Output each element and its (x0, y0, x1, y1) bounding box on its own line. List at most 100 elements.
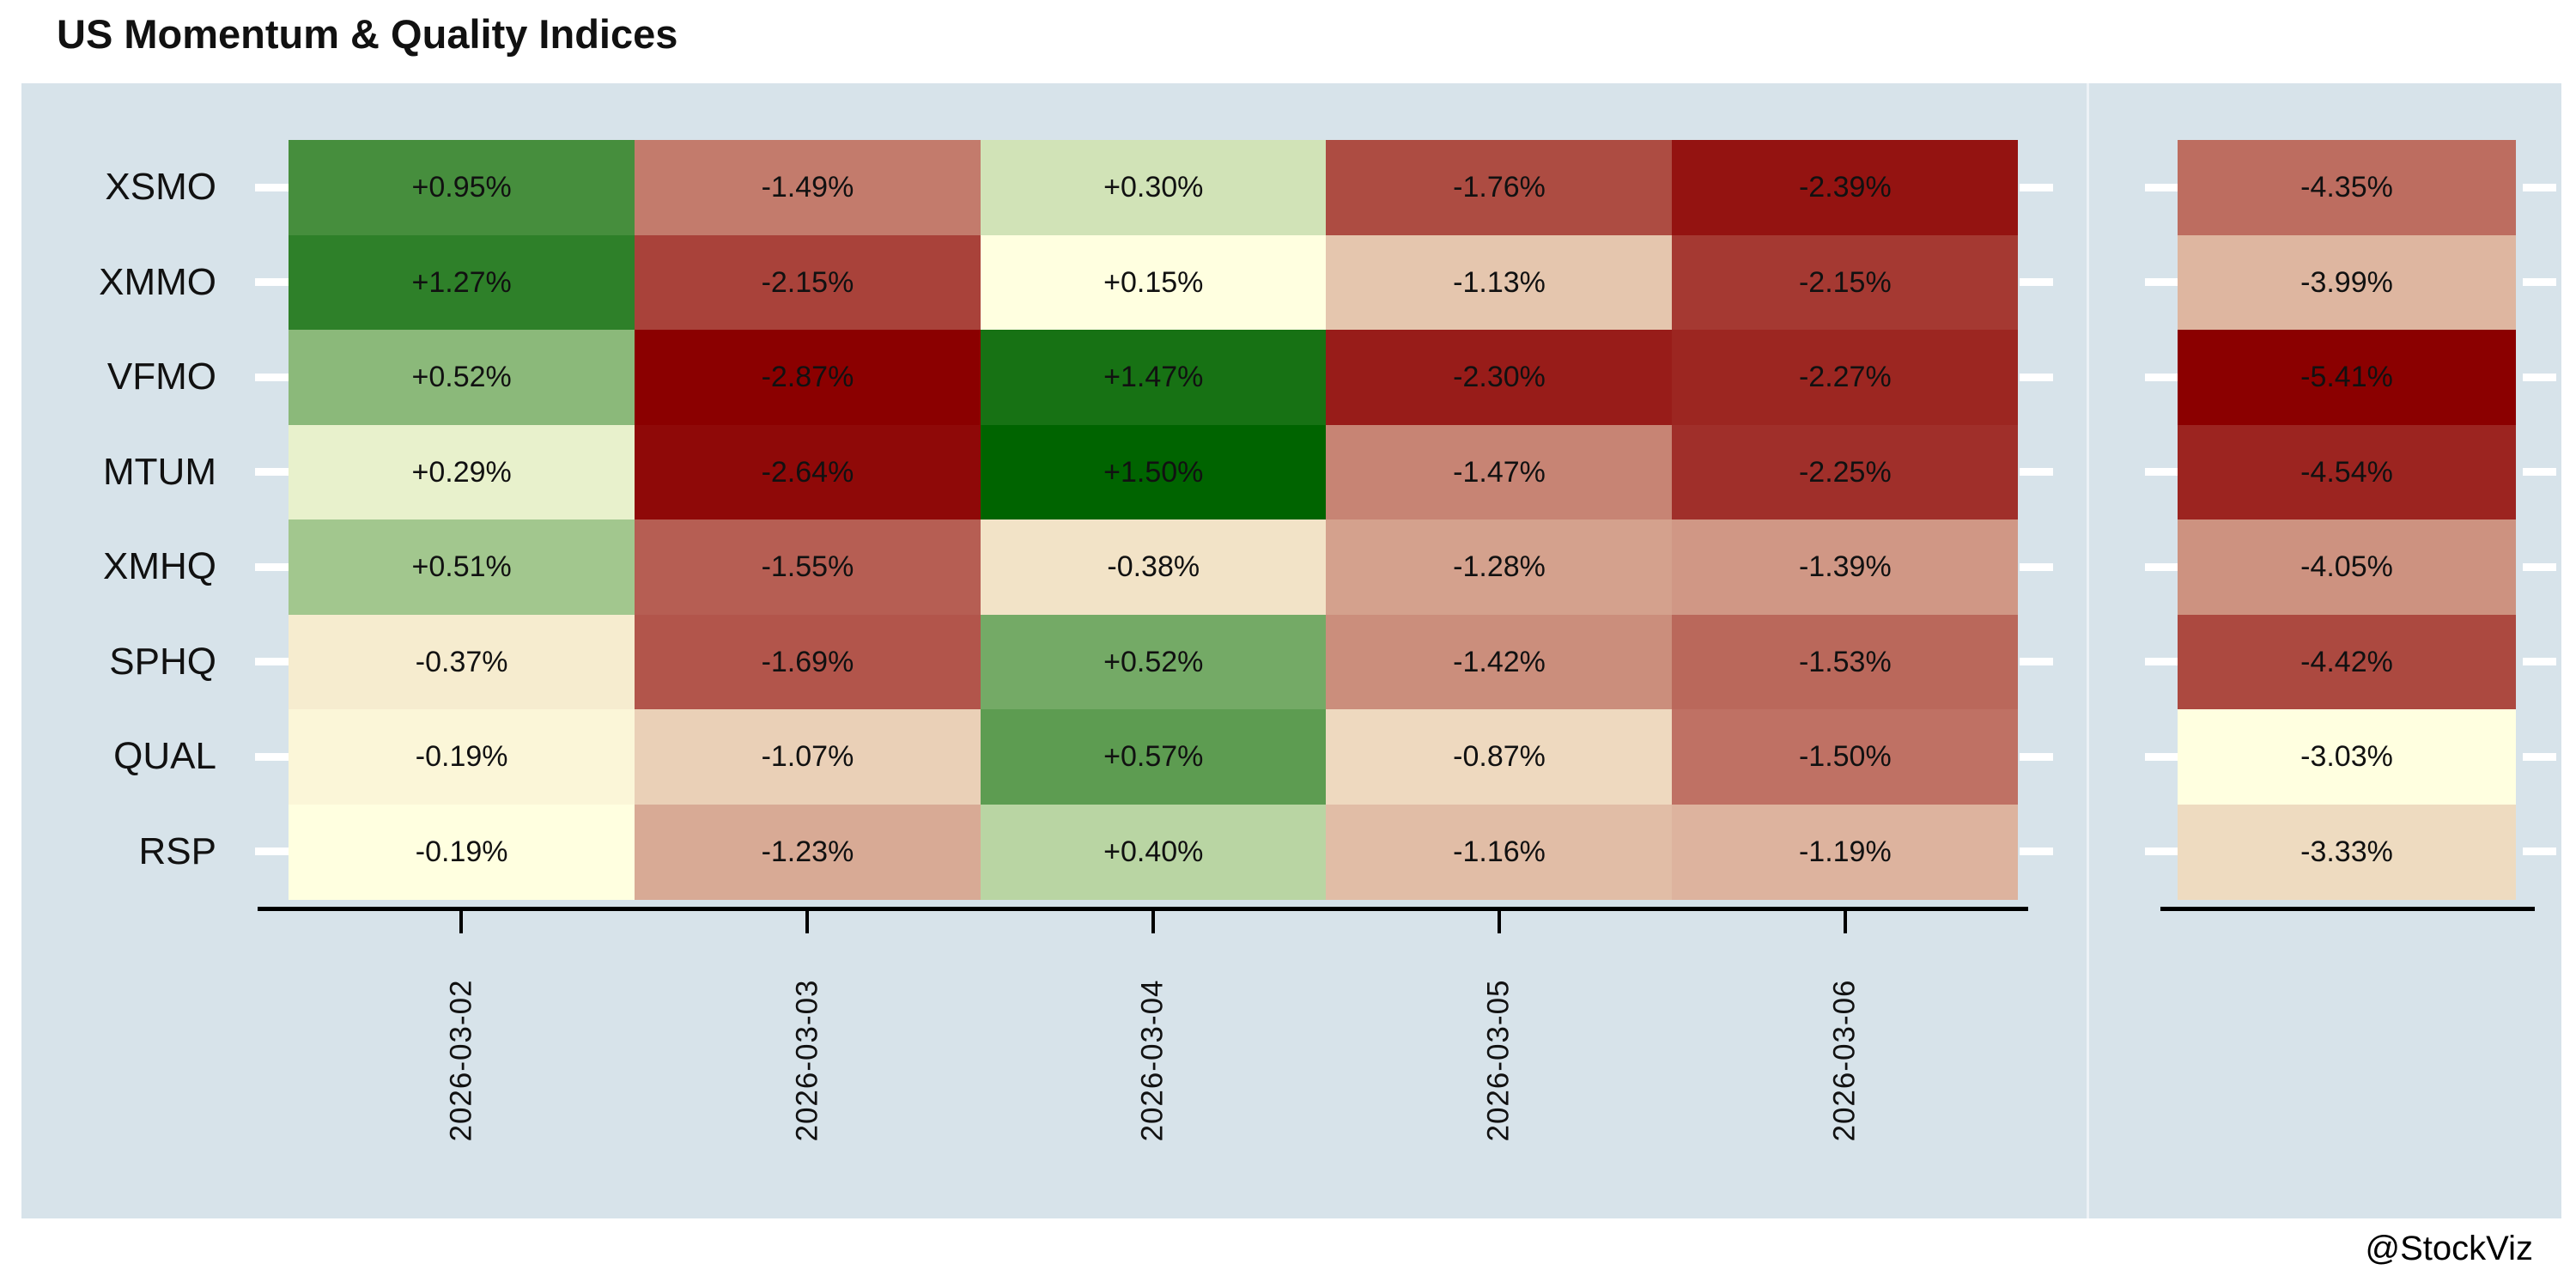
y-tick (2523, 278, 2556, 287)
heatmap-cell: -1.13% (1326, 234, 1673, 331)
row-label-xmhq: XMHQ (103, 545, 216, 588)
y-tick (2523, 183, 2556, 191)
summary-cell: -3.03% (2178, 709, 2516, 805)
column-label-2026-03-03: 2026-03-03 (788, 940, 826, 1181)
heatmap-cell: -2.39% (1672, 140, 2019, 235)
row-label-rsp: RSP (138, 829, 216, 872)
y-tick (2020, 183, 2053, 191)
y-tick (2523, 658, 2556, 666)
y-tick (2145, 183, 2178, 191)
heatmap-cell: -2.15% (1672, 234, 2019, 331)
y-tick (255, 848, 289, 856)
summary-cell: -3.33% (2178, 804, 2516, 900)
heatmap-cell: +0.30% (980, 140, 1327, 235)
column-label-2026-03-06: 2026-03-06 (1826, 940, 1864, 1181)
row-label-xsmo: XSMO (105, 166, 216, 209)
heatmap-cell: -1.23% (634, 804, 981, 900)
heatmap-cell: +0.29% (289, 424, 635, 520)
column-label-text: 2026-03-03 (790, 979, 824, 1142)
y-tick (2145, 562, 2178, 571)
column-label-2026-03-04: 2026-03-04 (1134, 940, 1172, 1181)
y-tick (2020, 468, 2053, 477)
y-tick (2020, 562, 2053, 571)
heatmap-cell: -0.19% (289, 709, 635, 805)
y-tick (255, 278, 289, 287)
attribution-watermark: @StockViz (2365, 1230, 2534, 1267)
y-tick (2020, 373, 2053, 381)
heatmap-cell: -0.87% (1326, 709, 1673, 805)
y-tick (2020, 848, 2053, 856)
heatmap-cell: -1.42% (1326, 614, 1673, 710)
x-tick (459, 911, 464, 933)
heatmap-cell: -1.39% (1672, 519, 2019, 615)
heatmap-cell: -1.07% (634, 709, 981, 805)
y-tick (2020, 752, 2053, 761)
heatmap-cell: -0.19% (289, 804, 635, 900)
column-label-text: 2026-03-05 (1481, 979, 1516, 1142)
heatmap-cell: +0.52% (289, 330, 635, 425)
heatmap-cell: +0.51% (289, 519, 635, 615)
heatmap-cell: +1.50% (980, 424, 1327, 520)
heatmap-cell: +0.40% (980, 804, 1327, 900)
y-tick (2020, 658, 2053, 666)
y-tick (2145, 278, 2178, 287)
row-label-sphq: SPHQ (109, 640, 216, 683)
subplot-separator (2087, 83, 2089, 1218)
x-axis-main (258, 907, 2028, 911)
y-tick (2523, 562, 2556, 571)
x-tick (805, 911, 810, 933)
summary-cell: -4.35% (2178, 140, 2516, 235)
y-tick (2020, 278, 2053, 287)
column-label-text: 2026-03-06 (1827, 979, 1862, 1142)
summary-cell: -4.54% (2178, 424, 2516, 520)
heatmap-cell: -1.50% (1672, 709, 2019, 805)
y-tick (2523, 752, 2556, 761)
heatmap-cell: -1.16% (1326, 804, 1673, 900)
heatmap-cell: +0.15% (980, 234, 1327, 331)
row-label-qual: QUAL (113, 735, 216, 778)
heatmap-cell: -2.87% (634, 330, 981, 425)
y-tick (255, 562, 289, 571)
heatmap-cell: +1.27% (289, 234, 635, 331)
heatmap-cell: +0.52% (980, 614, 1327, 710)
heatmap-cell: -1.76% (1326, 140, 1673, 235)
heatmap-cell: +1.47% (980, 330, 1327, 425)
x-tick (1497, 911, 1501, 933)
x-tick (1151, 911, 1155, 933)
y-tick (255, 468, 289, 477)
heatmap-cell: -1.28% (1326, 519, 1673, 615)
column-label-text: 2026-03-04 (1136, 979, 1170, 1142)
heatmap-cell: +0.57% (980, 709, 1327, 805)
heatmap-cell: -0.38% (980, 519, 1327, 615)
summary-cell: -3.99% (2178, 234, 2516, 331)
heatmap-cell: -2.15% (634, 234, 981, 331)
column-label-2026-03-02: 2026-03-02 (442, 940, 480, 1181)
row-label-vfmo: VFMO (106, 355, 216, 398)
heatmap-cell: -2.30% (1326, 330, 1673, 425)
heatmap-cell: -2.25% (1672, 424, 2019, 520)
y-tick (2145, 848, 2178, 856)
y-tick (255, 183, 289, 191)
page-title: US Momentum & Quality Indices (57, 11, 678, 57)
heatmap-cell: -1.55% (634, 519, 981, 615)
heatmap-cell: +0.95% (289, 140, 635, 235)
heatmap-cell: -1.49% (634, 140, 981, 235)
x-tick (1843, 911, 1847, 933)
y-tick (255, 658, 289, 666)
y-tick (255, 373, 289, 381)
row-label-mtum: MTUM (103, 450, 216, 493)
heatmap-cell: -1.53% (1672, 614, 2019, 710)
column-label-2026-03-05: 2026-03-05 (1480, 940, 1518, 1181)
y-tick (2145, 658, 2178, 666)
heatmap-cell: -0.37% (289, 614, 635, 710)
y-tick (2523, 468, 2556, 477)
heatmap-cell: -1.47% (1326, 424, 1673, 520)
row-label-xmmo: XMMO (99, 260, 216, 303)
column-label-text: 2026-03-02 (444, 979, 478, 1142)
y-tick (255, 752, 289, 761)
summary-cell: -5.41% (2178, 330, 2516, 425)
y-tick (2145, 373, 2178, 381)
y-tick (2523, 848, 2556, 856)
y-tick (2145, 752, 2178, 761)
